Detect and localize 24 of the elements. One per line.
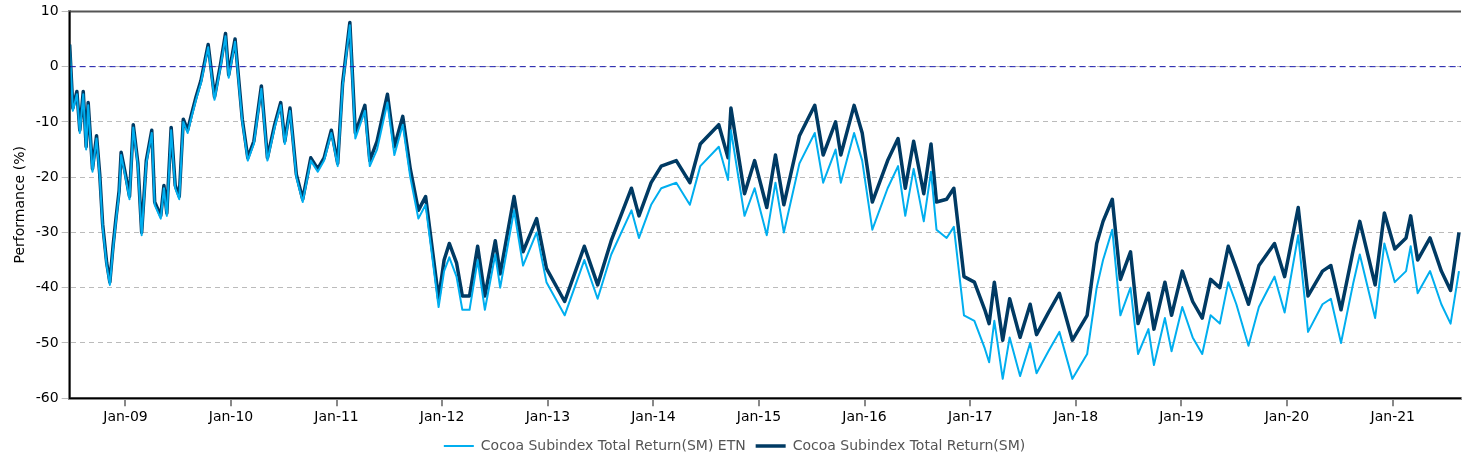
- y-tick-label: -60: [35, 388, 59, 405]
- x-tick-label: Jan-19: [1158, 408, 1204, 425]
- x-tick-label: Jan-11: [313, 408, 359, 425]
- x-tick-label: Jan-12: [418, 408, 465, 425]
- y-tick-label: -10: [35, 112, 59, 129]
- x-tick-label: Jan-17: [947, 408, 993, 425]
- y-tick-label: -40: [35, 278, 59, 295]
- legend-label: Cocoa Subindex Total Return(SM) ETN: [480, 436, 746, 453]
- x-tick-label: Jan-14: [630, 408, 676, 425]
- x-tick-label: Jan-15: [735, 408, 782, 425]
- x-tick-label: Jan-10: [207, 408, 254, 425]
- x-tick-label: Jan-16: [841, 408, 887, 425]
- x-tick-label: Jan-13: [524, 408, 571, 425]
- x-tick-label: Jan-21: [1369, 408, 1415, 425]
- y-tick-label: -30: [35, 223, 59, 240]
- x-tick-label: Jan-20: [1263, 408, 1310, 425]
- y-tick-label: 10: [40, 2, 59, 19]
- y-tick-label: -50: [35, 333, 59, 350]
- x-tick-label: Jan-18: [1052, 408, 1099, 425]
- y-tick-label: 0: [49, 57, 59, 74]
- x-tick-label: Jan-09: [102, 408, 148, 425]
- y-axis-title: Performance (%): [11, 146, 28, 264]
- y-tick-label: -20: [35, 167, 59, 184]
- legend-label: Cocoa Subindex Total Return(SM): [792, 436, 1026, 453]
